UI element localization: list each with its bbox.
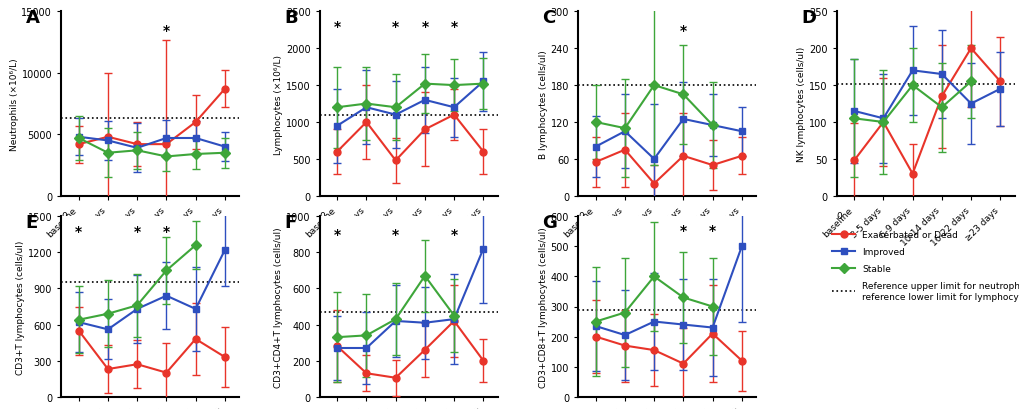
Text: E: E	[25, 213, 38, 231]
Text: *: *	[391, 228, 398, 242]
Text: B: B	[283, 9, 298, 27]
Y-axis label: CD3+CD4+T lymphocytes (cells/ul): CD3+CD4+T lymphocytes (cells/ul)	[274, 227, 283, 387]
Text: *: *	[679, 223, 686, 237]
Text: *: *	[75, 224, 83, 238]
Text: *: *	[679, 24, 686, 38]
Y-axis label: CD3+T lymphocytes (cells/ul): CD3+T lymphocytes (cells/ul)	[15, 240, 24, 374]
Text: *: *	[708, 223, 715, 237]
Text: *: *	[163, 24, 170, 38]
Text: *: *	[163, 224, 170, 238]
Text: *: *	[391, 20, 398, 34]
Text: *: *	[450, 228, 458, 242]
Text: *: *	[333, 20, 340, 34]
Text: D: D	[800, 9, 815, 27]
Legend: Exacerbated or Dead, Improved, Stable, Reference upper limit for neutrophils or
: Exacerbated or Dead, Improved, Stable, R…	[832, 230, 1019, 301]
Text: 0: 0	[836, 211, 842, 220]
Y-axis label: NK lymphocytes (cells/ul): NK lymphocytes (cells/ul)	[797, 47, 805, 162]
Y-axis label: Neutrophils (×10⁶/L): Neutrophils (×10⁶/L)	[9, 58, 18, 151]
Y-axis label: Lymphocytes (×10⁶/L): Lymphocytes (×10⁶/L)	[274, 54, 283, 154]
Text: 0: 0	[61, 211, 67, 220]
Text: C: C	[542, 9, 555, 27]
Text: *: *	[333, 228, 340, 242]
Text: *: *	[450, 20, 458, 34]
Text: 0: 0	[578, 211, 584, 220]
Text: F: F	[283, 213, 296, 231]
Text: 0: 0	[319, 211, 325, 220]
Text: A: A	[25, 9, 40, 27]
Y-axis label: B lymphocytes (cells/ul): B lymphocytes (cells/ul)	[538, 50, 547, 159]
Text: *: *	[421, 20, 428, 34]
Text: *: *	[133, 224, 141, 238]
Text: G: G	[542, 213, 556, 231]
Y-axis label: CD3+CD8+T lymphocytes (cells/ul): CD3+CD8+T lymphocytes (cells/ul)	[538, 227, 547, 387]
